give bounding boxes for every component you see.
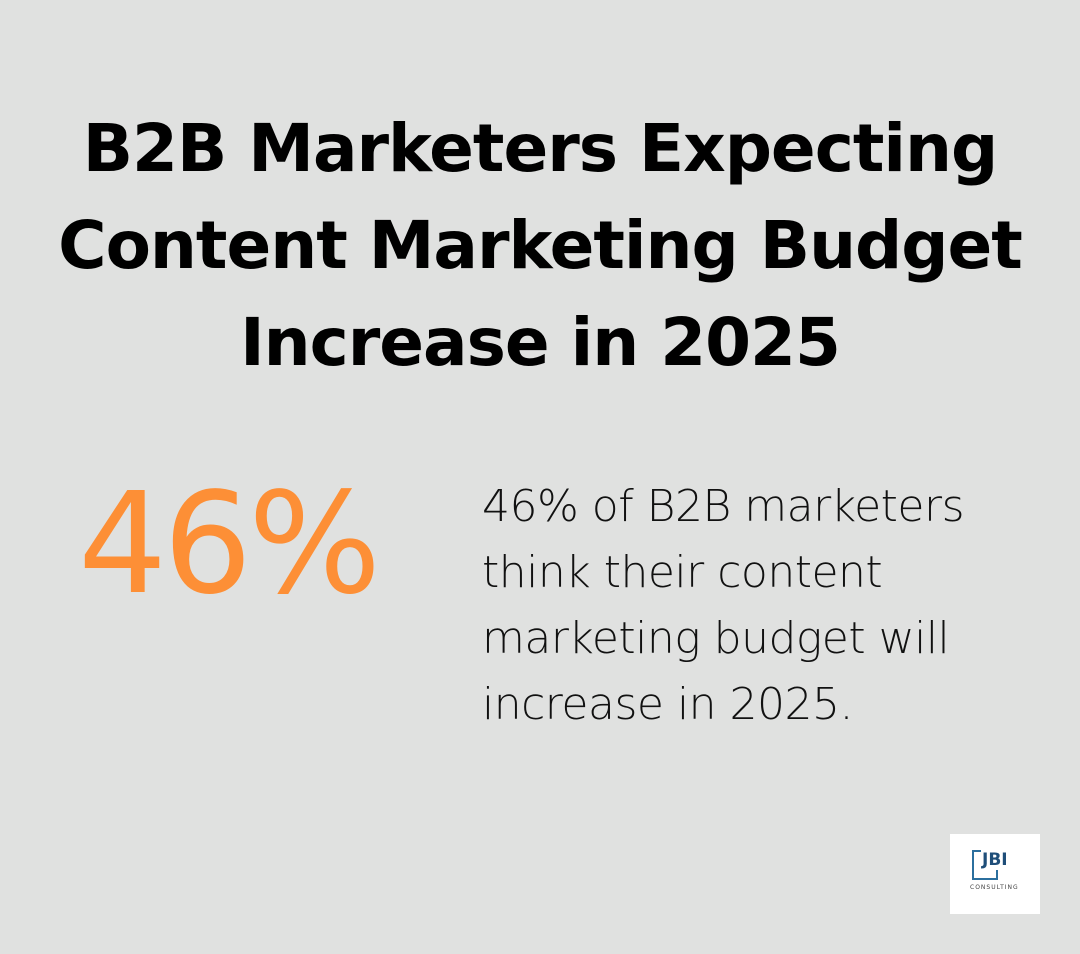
description-line-4: increase in 2025. <box>482 679 854 730</box>
title-line-3: Increase in 2025 <box>240 304 841 381</box>
page-title: B2B Marketers Expecting Content Marketin… <box>0 100 1080 391</box>
logo-subtitle: CONSULTING <box>970 884 1019 891</box>
description-line-2: think their content <box>482 547 883 598</box>
stat-value: 46% <box>78 463 381 626</box>
title-line-2: Content Marketing Budget <box>58 207 1023 284</box>
logo-mark: JBI <box>981 850 1009 870</box>
description-line-1: 46% of B2B marketers <box>482 481 965 532</box>
description-line-3: marketing budget will <box>482 613 950 664</box>
title-line-1: B2B Marketers Expecting <box>82 110 998 187</box>
stat-description: 46% of B2B marketers think their content… <box>482 474 1002 738</box>
brand-logo: JBI CONSULTING <box>950 834 1040 914</box>
